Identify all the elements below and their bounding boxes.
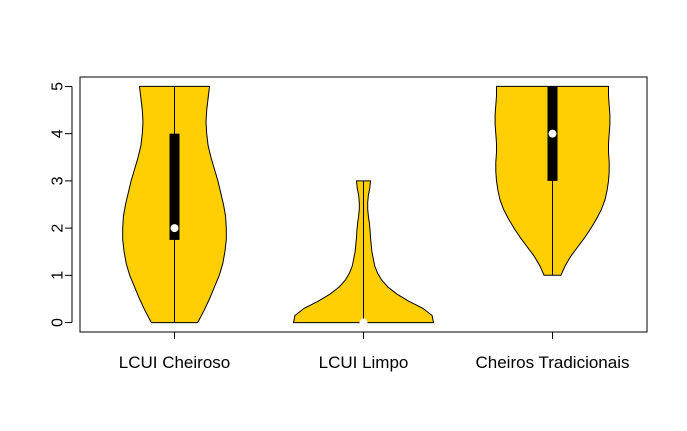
x-tick-label: LCUI Cheiroso <box>119 353 231 372</box>
violin-3 <box>494 85 611 276</box>
violin-median-point <box>170 224 179 233</box>
y-tick-label: 5 <box>50 82 67 91</box>
violin-2 <box>292 180 435 327</box>
violin-iqr-box <box>169 133 180 240</box>
x-tick-label: Cheiros Tradicionais <box>475 353 629 372</box>
y-tick-label: 3 <box>50 176 67 185</box>
x-tick-label: LCUI Limpo <box>319 353 409 372</box>
y-tick-label: 4 <box>50 129 67 138</box>
violin-median-point <box>359 318 368 327</box>
y-axis: 0 1 2 3 4 5 <box>50 82 73 327</box>
violin-1 <box>122 85 227 324</box>
x-axis: LCUI Cheiroso LCUI Limpo Cheiros Tradicion… <box>119 331 630 372</box>
violins-layer <box>122 85 611 327</box>
y-tick-label: 1 <box>50 271 67 280</box>
y-tick-label: 2 <box>50 224 67 233</box>
violin-median-point <box>548 129 557 138</box>
y-tick-label: 0 <box>50 318 67 327</box>
